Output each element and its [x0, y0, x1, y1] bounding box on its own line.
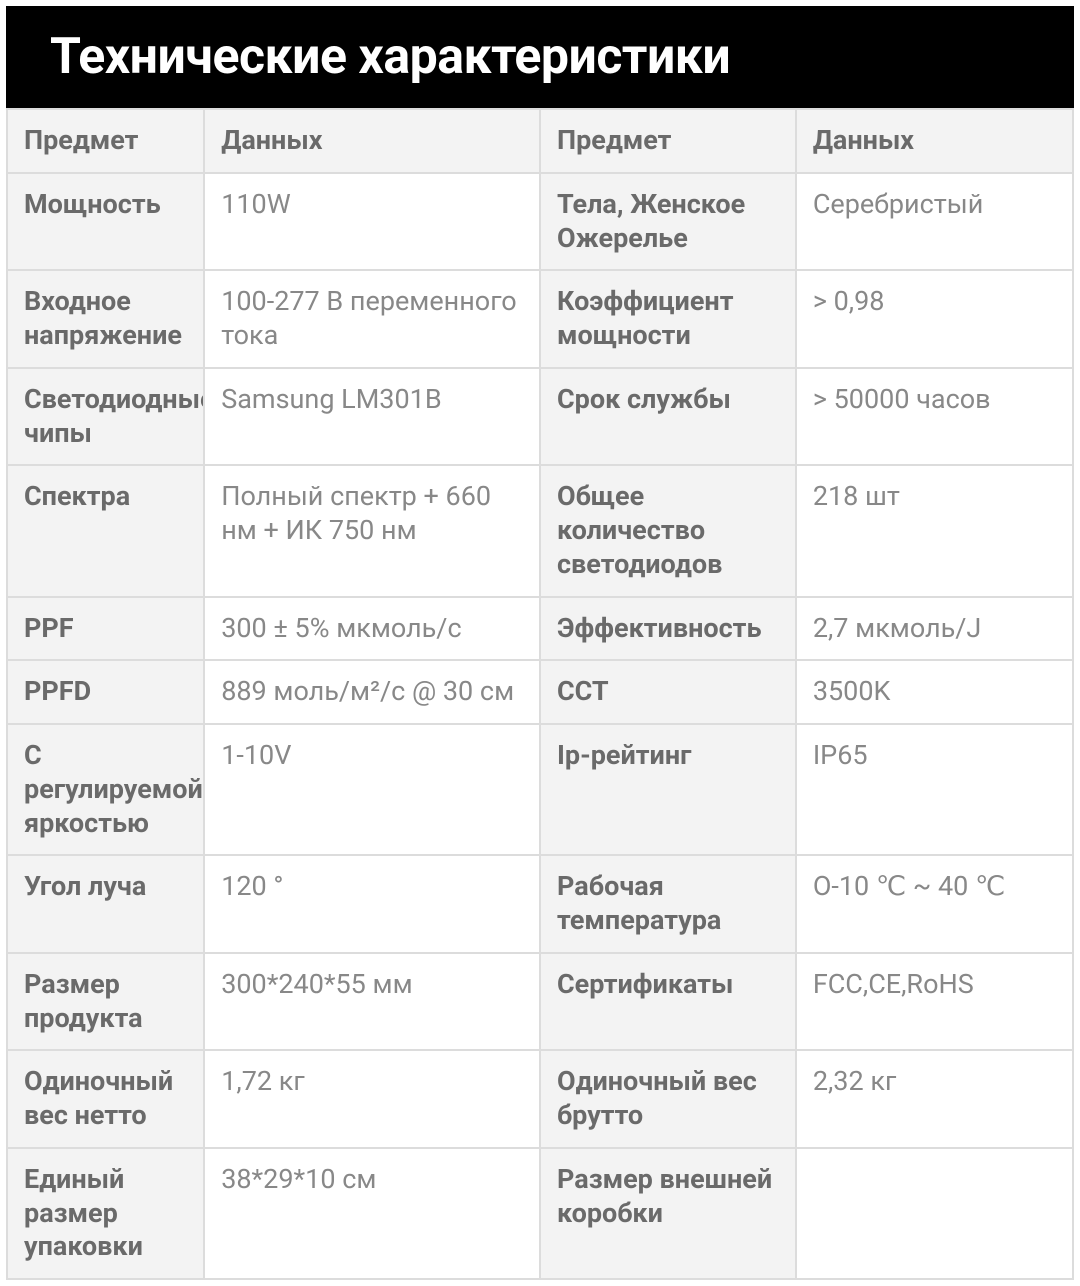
spec-label: Сертификаты [540, 953, 796, 1051]
spec-label: Одиночный вес нетто [7, 1050, 204, 1148]
spec-label: Одиночный вес брутто [540, 1050, 796, 1148]
spec-value: FCC,CE,RoHS [796, 953, 1073, 1051]
spec-value: > 0,98 [796, 270, 1073, 368]
table-row: Входное напряжение 100-277 В переменного… [7, 270, 1073, 368]
spec-label: Мощность [7, 173, 204, 271]
spec-value: Серебристый [796, 173, 1073, 271]
spec-label: Угол луча [7, 855, 204, 953]
spec-value: O-10 ℃ ~ 40 ℃ [796, 855, 1073, 953]
table-row: С регулируемой яркостью 1-10V Ip-рейтинг… [7, 724, 1073, 855]
spec-label: CCT [540, 660, 796, 724]
table-body: Мощность 110W Тела, Женское Ожерелье Сер… [7, 173, 1073, 1279]
spec-label: С регулируемой яркостью [7, 724, 204, 855]
spec-sheet: Технические характеристики Предмет Данны… [6, 6, 1074, 1280]
spec-label: Тела, Женское Ожерелье [540, 173, 796, 271]
spec-value: 2,7 мкмоль/J [796, 597, 1073, 661]
spec-value: 300*240*55 мм [204, 953, 540, 1051]
table-row: Одиночный вес нетто 1,72 кг Одиночный ве… [7, 1050, 1073, 1148]
spec-value: 120 ° [204, 855, 540, 953]
table-row: PPF 300 ± 5% мкмоль/с Эффективность 2,7 … [7, 597, 1073, 661]
spec-value: 2,32 кг [796, 1050, 1073, 1148]
spec-value: Samsung LM301B [204, 368, 540, 466]
spec-value: 110W [204, 173, 540, 271]
spec-label: Входное напряжение [7, 270, 204, 368]
header-item-2: Предмет [540, 109, 796, 173]
table-row: Спектра Полный спектр + 660 нм + ИК 750 … [7, 465, 1073, 596]
spec-value: 218 шт [796, 465, 1073, 596]
table-row: Мощность 110W Тела, Женское Ожерелье Сер… [7, 173, 1073, 271]
spec-label: Единый размер упаковки [7, 1148, 204, 1279]
table-header-row: Предмет Данных Предмет Данных [7, 109, 1073, 173]
spec-value: 100-277 В переменного тока [204, 270, 540, 368]
spec-value: 300 ± 5% мкмоль/с [204, 597, 540, 661]
spec-label: Коэффициент мощности [540, 270, 796, 368]
spec-label: Ip-рейтинг [540, 724, 796, 855]
spec-value [796, 1148, 1073, 1279]
page-title: Технические характеристики [6, 6, 1074, 108]
header-data-2: Данных [796, 109, 1073, 173]
spec-label: Спектра [7, 465, 204, 596]
table-row: Размер продукта 300*240*55 мм Сертификат… [7, 953, 1073, 1051]
spec-value: Полный спектр + 660 нм + ИК 750 нм [204, 465, 540, 596]
spec-value: 1,72 кг [204, 1050, 540, 1148]
spec-value: 1-10V [204, 724, 540, 855]
table-row: Угол луча 120 ° Рабочая температура O-10… [7, 855, 1073, 953]
spec-label: Размер продукта [7, 953, 204, 1051]
table-row: Единый размер упаковки 38*29*10 см Разме… [7, 1148, 1073, 1279]
spec-label: PPFD [7, 660, 204, 724]
table-row: PPFD 889 моль/м²/с @ 30 см CCT 3500K [7, 660, 1073, 724]
spec-label: Общее количество светодиодов [540, 465, 796, 596]
spec-value: 3500K [796, 660, 1073, 724]
table-row: Светодиодные чипы Samsung LM301B Срок сл… [7, 368, 1073, 466]
spec-value: > 50000 часов [796, 368, 1073, 466]
spec-value: IP65 [796, 724, 1073, 855]
spec-label: Размер внешней коробки [540, 1148, 796, 1279]
spec-label: Срок службы [540, 368, 796, 466]
spec-label: Эффективность [540, 597, 796, 661]
spec-value: 38*29*10 см [204, 1148, 540, 1279]
spec-label: Светодиодные чипы [7, 368, 204, 466]
spec-value: 889 моль/м²/с @ 30 см [204, 660, 540, 724]
spec-table: Предмет Данных Предмет Данных Мощность 1… [6, 108, 1074, 1280]
spec-label: PPF [7, 597, 204, 661]
spec-label: Рабочая температура [540, 855, 796, 953]
header-data-1: Данных [204, 109, 540, 173]
header-item-1: Предмет [7, 109, 204, 173]
